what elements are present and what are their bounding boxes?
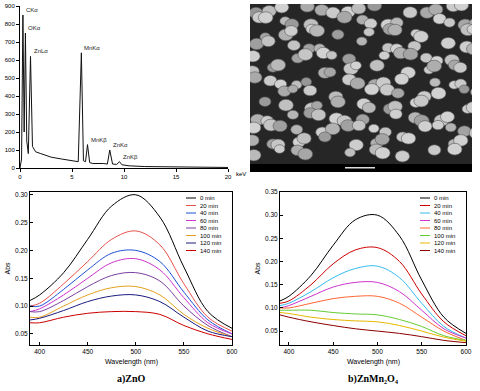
- svg-text:100: 100: [5, 147, 16, 153]
- svg-text:80 min: 80 min: [434, 225, 452, 231]
- svg-text:0.25: 0.25: [15, 219, 28, 226]
- svg-text:100 min: 100 min: [200, 233, 221, 239]
- svg-text:keV: keV: [236, 171, 246, 177]
- svg-text:Wavelength (nm): Wavelength (nm): [105, 358, 158, 366]
- svg-text:15: 15: [173, 174, 180, 180]
- svg-text:ZnKβ: ZnKβ: [123, 154, 138, 160]
- svg-text:400: 400: [5, 93, 16, 99]
- svg-text:0.35: 0.35: [265, 188, 278, 195]
- svg-text:0 min: 0 min: [434, 195, 449, 201]
- svg-text:0.10: 0.10: [15, 302, 28, 309]
- svg-text:Abs: Abs: [254, 262, 261, 275]
- svg-text:500: 500: [5, 75, 16, 81]
- svg-text:140 min: 140 min: [200, 248, 221, 254]
- svg-text:900: 900: [5, 3, 16, 9]
- svg-text:a)ZnO: a)ZnO: [117, 373, 146, 385]
- svg-text:0: 0: [11, 165, 15, 171]
- svg-text:0.10: 0.10: [265, 304, 278, 311]
- svg-text:550: 550: [416, 348, 427, 355]
- svg-text:0.05: 0.05: [15, 330, 28, 337]
- svg-text:40 min: 40 min: [434, 210, 452, 216]
- svg-text:ZnLα: ZnLα: [34, 48, 48, 54]
- svg-text:450: 450: [82, 348, 93, 355]
- svg-text:200: 200: [5, 129, 16, 135]
- svg-text:MnKα: MnKα: [84, 45, 100, 51]
- svg-text:Wavelength (nm): Wavelength (nm): [347, 358, 400, 366]
- svg-text:400: 400: [34, 348, 45, 355]
- svg-text:0.15: 0.15: [265, 281, 278, 288]
- svg-text:600: 600: [461, 348, 472, 355]
- svg-text:0.15: 0.15: [15, 275, 28, 282]
- svg-text:Abs: Abs: [4, 262, 11, 275]
- svg-text:ZnKα: ZnKα: [113, 142, 128, 148]
- svg-text:40 min: 40 min: [200, 210, 218, 216]
- svg-text:120 min: 120 min: [200, 240, 221, 246]
- svg-text:80 min: 80 min: [200, 225, 218, 231]
- svg-text:400: 400: [283, 348, 294, 355]
- svg-text:0.05: 0.05: [265, 327, 278, 334]
- svg-text:0: 0: [18, 174, 22, 180]
- svg-text:0.25: 0.25: [265, 235, 278, 242]
- svg-text:CKα: CKα: [26, 7, 38, 13]
- svg-text:300: 300: [5, 111, 16, 117]
- svg-text:700: 700: [5, 39, 16, 45]
- svg-text:5: 5: [70, 174, 74, 180]
- svg-text:b)ZnMn₂O₄: b)ZnMn₂O₄: [348, 373, 398, 385]
- svg-text:0 min: 0 min: [200, 195, 215, 201]
- svg-text:60 min: 60 min: [200, 218, 218, 224]
- svg-text:60 min: 60 min: [434, 218, 452, 224]
- svg-text:100 min: 100 min: [434, 233, 455, 239]
- svg-text:0.20: 0.20: [265, 258, 278, 265]
- svg-text:0.30: 0.30: [265, 211, 278, 218]
- svg-text:20: 20: [225, 174, 232, 180]
- svg-text:20 min: 20 min: [200, 203, 218, 209]
- svg-text:OKα: OKα: [28, 25, 41, 31]
- svg-text:0.30: 0.30: [15, 191, 28, 198]
- svg-text:140 min: 140 min: [434, 248, 455, 254]
- svg-text:600: 600: [227, 348, 238, 355]
- svg-text:0.20: 0.20: [15, 247, 28, 254]
- svg-text:MnKβ: MnKβ: [91, 137, 107, 143]
- svg-text:800: 800: [5, 21, 16, 27]
- svg-text:120 min: 120 min: [434, 240, 455, 246]
- svg-text:10: 10: [121, 174, 128, 180]
- svg-text:450: 450: [328, 348, 339, 355]
- svg-text:550: 550: [178, 348, 189, 355]
- svg-text:500: 500: [372, 348, 383, 355]
- svg-text:20 min: 20 min: [434, 203, 452, 209]
- svg-text:500: 500: [130, 348, 141, 355]
- svg-text:600: 600: [5, 57, 16, 63]
